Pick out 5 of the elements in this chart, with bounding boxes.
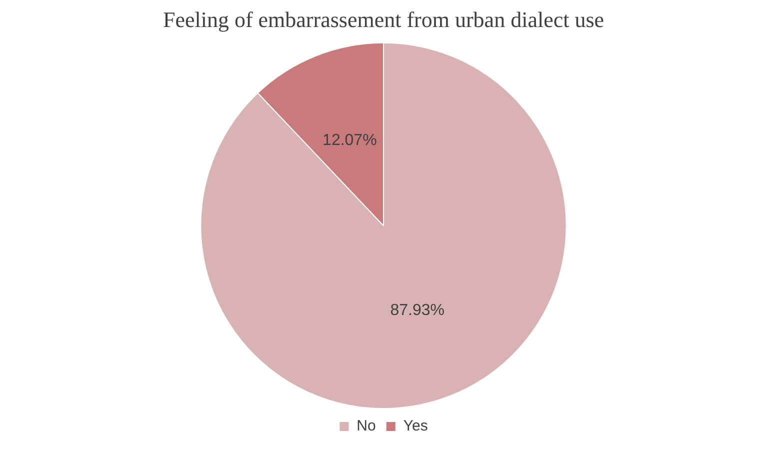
data-label: 87.93% [390,302,444,320]
legend-label: No [356,418,376,435]
chart-title: Feeling of embarrassement from urban dialect use [162,6,604,32]
legend-label: Yes [403,418,428,435]
data-label: 12.07% [322,132,377,150]
